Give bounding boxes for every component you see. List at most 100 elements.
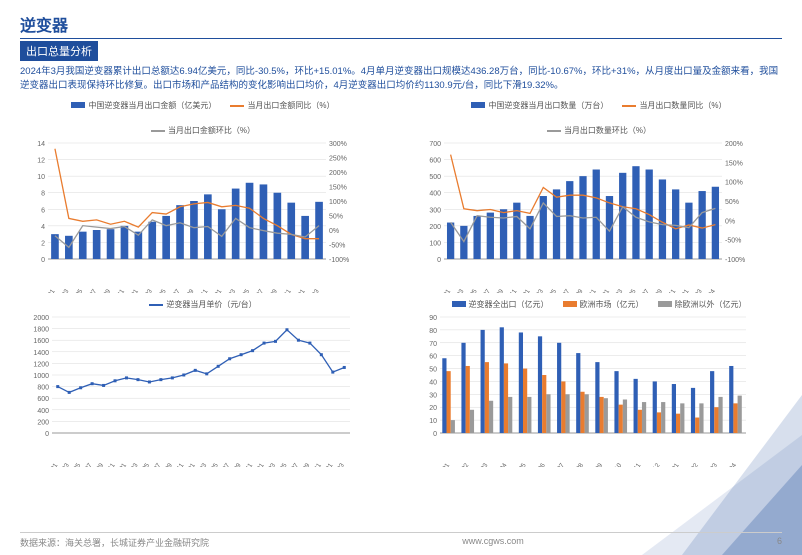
legend-item: 中国逆变器当月出口数量（万台） — [471, 100, 608, 111]
legend-item: 当月出口数量同比（%） — [622, 100, 726, 111]
svg-text:22/05: 22/05 — [153, 287, 168, 292]
chart-market-split: 逆变器全出口（亿元） 欧洲市场（亿元） 除欧洲以外（亿元） 0 10 20 30 40 50 6… — [416, 299, 782, 492]
svg-text:1800: 1800 — [33, 326, 49, 333]
svg-text:21/01: 21/01 — [42, 287, 57, 292]
svg-text:-50%: -50% — [329, 242, 345, 249]
svg-text:23/12: 23/12 — [647, 461, 662, 466]
svg-text:23/06: 23/06 — [532, 461, 547, 466]
svg-text:60: 60 — [429, 353, 437, 360]
svg-text:700: 700 — [429, 141, 441, 148]
legend-item: 中国逆变器当月出口金额（亿美元） — [71, 100, 216, 111]
svg-text:4: 4 — [41, 223, 45, 230]
svg-text:0: 0 — [433, 431, 437, 438]
svg-text:10: 10 — [429, 418, 437, 425]
svg-text:22/09: 22/09 — [570, 287, 585, 292]
summary-paragraph: 2024年3月我国逆变器累计出口总额达6.94亿美元，同比-30.5%，环比+1… — [20, 65, 782, 94]
svg-text:22/11: 22/11 — [195, 287, 210, 292]
legend-item: 欧洲市场（亿元） — [563, 299, 644, 310]
svg-text:24/04: 24/04 — [723, 461, 738, 466]
svg-text:0: 0 — [41, 257, 45, 264]
svg-text:24/01: 24/01 — [292, 287, 307, 292]
svg-text:23/11: 23/11 — [663, 287, 678, 292]
svg-text:400: 400 — [37, 407, 49, 414]
svg-text:24/02: 24/02 — [685, 461, 700, 466]
svg-text:1200: 1200 — [33, 361, 49, 368]
svg-text:50: 50 — [429, 366, 437, 373]
svg-text:21/11: 21/11 — [111, 287, 126, 292]
svg-text:23/01: 23/01 — [208, 287, 223, 292]
svg-text:10: 10 — [37, 174, 45, 181]
svg-text:23/11: 23/11 — [278, 287, 293, 292]
legend-item: 逆变器全出口（亿元） — [452, 299, 549, 310]
svg-text:100: 100 — [429, 240, 441, 247]
chart-export-amount: 中国逆变器当月出口金额（亿美元）当月出口金额同比（%）当月出口金额环比（%） 0… — [20, 100, 386, 293]
svg-text:0: 0 — [437, 257, 441, 264]
svg-text:22/01: 22/01 — [517, 287, 532, 292]
svg-text:24/04: 24/04 — [702, 287, 717, 292]
footer-url: www.cgws.com — [462, 536, 524, 549]
svg-text:23/07: 23/07 — [250, 287, 265, 292]
page-title: 逆变器 — [20, 12, 782, 39]
svg-text:21/07: 21/07 — [83, 287, 98, 292]
svg-text:100%: 100% — [725, 179, 743, 186]
svg-text:200%: 200% — [725, 141, 743, 148]
svg-text:24/03: 24/03 — [689, 287, 704, 292]
svg-text:400: 400 — [429, 190, 441, 197]
svg-text:23/04: 23/04 — [494, 461, 509, 466]
svg-text:0%: 0% — [725, 218, 735, 225]
legend-item: 除欧洲以外（亿元） — [658, 299, 747, 310]
svg-text:250%: 250% — [329, 155, 347, 162]
svg-text:22/07: 22/07 — [556, 287, 571, 292]
svg-text:20: 20 — [429, 405, 437, 412]
svg-text:23/03: 23/03 — [474, 461, 489, 466]
svg-text:23/09: 23/09 — [649, 287, 664, 292]
svg-text:600: 600 — [429, 157, 441, 164]
svg-text:8: 8 — [41, 190, 45, 197]
svg-text:23/01: 23/01 — [436, 461, 451, 466]
svg-text:23/03: 23/03 — [609, 287, 624, 292]
svg-text:23/11: 23/11 — [628, 461, 643, 466]
svg-text:150%: 150% — [725, 160, 743, 167]
svg-text:21/09: 21/09 — [490, 287, 505, 292]
svg-text:1600: 1600 — [33, 338, 49, 345]
svg-text:14: 14 — [37, 141, 45, 148]
svg-text:200: 200 — [429, 223, 441, 230]
svg-text:40: 40 — [429, 379, 437, 386]
svg-text:23/01: 23/01 — [596, 287, 611, 292]
svg-text:70: 70 — [429, 340, 437, 347]
svg-text:0: 0 — [45, 431, 49, 438]
svg-text:50%: 50% — [725, 199, 739, 206]
legend-item: 逆变器当月单价（元/台） — [149, 299, 256, 310]
svg-text:23/03: 23/03 — [222, 287, 237, 292]
svg-text:21/11: 21/11 — [504, 287, 519, 292]
svg-text:23/05: 23/05 — [513, 461, 528, 466]
svg-text:1000: 1000 — [33, 373, 49, 380]
svg-text:20/01: 20/01 — [44, 461, 59, 466]
svg-text:0%: 0% — [329, 228, 339, 235]
svg-text:22/01: 22/01 — [125, 287, 140, 292]
svg-text:23/05: 23/05 — [236, 287, 251, 292]
svg-text:24/01: 24/01 — [666, 461, 681, 466]
svg-text:6: 6 — [41, 207, 45, 214]
svg-text:300%: 300% — [329, 141, 347, 148]
svg-text:30: 30 — [429, 392, 437, 399]
svg-text:21/05: 21/05 — [464, 287, 479, 292]
charts-grid: 中国逆变器当月出口金额（亿美元）当月出口金额同比（%）当月出口金额环比（%） 0… — [20, 100, 782, 492]
svg-text:23/09: 23/09 — [589, 461, 604, 466]
svg-text:23/09: 23/09 — [264, 287, 279, 292]
svg-text:50%: 50% — [329, 213, 343, 220]
svg-text:200%: 200% — [329, 170, 347, 177]
section-subtitle: 出口总量分析 — [20, 41, 98, 61]
svg-text:21/01: 21/01 — [437, 287, 452, 292]
svg-text:22/11: 22/11 — [583, 287, 598, 292]
svg-text:23/10: 23/10 — [608, 461, 623, 466]
legend-item: 当月出口数量环比（%） — [547, 125, 651, 136]
svg-text:2000: 2000 — [33, 315, 49, 322]
svg-text:21/03: 21/03 — [450, 287, 465, 292]
data-source: 数据来源：海关总署，长城证券产业金融研究院 — [20, 536, 209, 549]
svg-text:21/09: 21/09 — [97, 287, 112, 292]
svg-text:22/03: 22/03 — [530, 287, 545, 292]
svg-text:150%: 150% — [329, 184, 347, 191]
page-root: 逆变器 出口总量分析 2024年3月我国逆变器累计出口总额达6.94亿美元，同比… — [0, 0, 802, 500]
legend-item: 当月出口金额环比（%） — [151, 125, 255, 136]
